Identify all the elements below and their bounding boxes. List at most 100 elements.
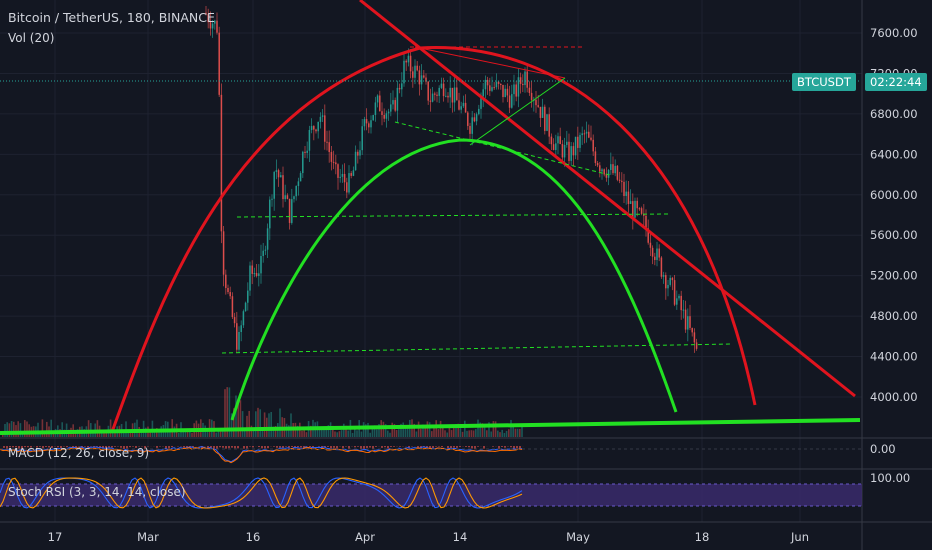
candle-body <box>689 316 691 328</box>
macd-histogram-bar <box>447 446 449 448</box>
candle-body <box>275 170 278 172</box>
symbol-tag: BTCUSDT <box>792 73 856 91</box>
macd-histogram-bar <box>231 446 233 448</box>
volume-bar <box>259 409 261 437</box>
candle-body <box>526 71 528 88</box>
candle-body <box>407 55 410 63</box>
volume-label[interactable]: Vol (20) <box>8 31 55 45</box>
candle-body <box>225 274 227 288</box>
candle-body <box>262 250 264 256</box>
volume-bar <box>437 429 440 437</box>
candle-body <box>682 309 685 311</box>
macd-histogram-bar <box>228 446 230 449</box>
volume-bar <box>215 432 217 437</box>
candle-body <box>491 87 493 91</box>
time-tick-label: 17 <box>48 530 63 544</box>
macd-histogram-bar <box>423 446 425 447</box>
candle-body <box>612 164 614 174</box>
macd-histogram-bar <box>357 446 359 447</box>
macd-histogram-bar <box>468 446 470 448</box>
volume-bar <box>169 429 171 437</box>
volume-bar <box>510 419 512 437</box>
macd-histogram-bar <box>471 446 473 449</box>
candle-body <box>623 181 625 196</box>
time-tick-label: 14 <box>453 530 468 544</box>
volume-bar <box>461 431 464 437</box>
volume-bar <box>184 429 187 437</box>
macd-histogram-bar <box>441 446 443 447</box>
candle-body <box>654 256 656 260</box>
volume-bar <box>41 419 44 437</box>
volume-bar <box>435 420 437 437</box>
volume-bar <box>10 421 13 437</box>
candle-body <box>596 162 599 166</box>
macd-histogram-bar <box>84 446 86 447</box>
stoch-d-line <box>0 477 523 509</box>
macd-label[interactable]: MACD (12, 26, close, 9) <box>8 446 150 460</box>
candles <box>205 5 698 353</box>
green-dashed-3 <box>221 343 731 354</box>
macd-histogram-bar <box>102 446 104 449</box>
volume-bar <box>340 430 343 437</box>
macd-histogram-bar <box>21 446 23 449</box>
candle-body <box>211 23 214 29</box>
candle-body <box>264 249 267 251</box>
candle-body <box>539 106 542 118</box>
volume-bar <box>376 429 378 437</box>
candle-body <box>473 117 476 122</box>
candle-body <box>605 174 608 178</box>
candle-body <box>332 161 335 163</box>
candle-body <box>216 20 218 33</box>
volume-bar <box>457 423 459 437</box>
volume-bar <box>382 421 385 437</box>
volume-bar <box>360 431 363 437</box>
stoch-label[interactable]: Stoch RSI (3, 3, 14, 14, close) <box>8 485 186 499</box>
volume-bar <box>334 431 336 437</box>
candle-body <box>335 162 337 165</box>
candle-body <box>354 151 357 171</box>
macd-histogram-bar <box>363 446 365 449</box>
candle-body <box>434 93 436 95</box>
macd-histogram-bar <box>348 446 350 449</box>
candle-body <box>645 215 647 229</box>
macd-histogram-bar <box>381 446 383 448</box>
candle-body <box>594 151 597 163</box>
macd-histogram-bar <box>360 446 362 449</box>
candle-body <box>385 113 388 119</box>
candle-body <box>273 171 275 199</box>
macd-histogram-bar <box>114 446 116 447</box>
macd-histogram-bar <box>336 446 338 449</box>
price-tick-label: 7600.00 <box>870 26 918 40</box>
macd-histogram-bar <box>498 446 500 449</box>
volume-bar <box>272 426 275 437</box>
candle-body <box>585 131 588 134</box>
macd-histogram-bar <box>105 446 107 449</box>
candle-body <box>214 20 216 24</box>
volume-bar <box>404 424 407 437</box>
candle-body <box>552 144 555 150</box>
candle-body <box>667 284 669 289</box>
candle-body <box>398 87 401 90</box>
volume-bar <box>479 422 481 437</box>
candle-body <box>427 81 429 101</box>
time-axis: 17 Mar 16 Apr 14 May 18 Jun <box>48 530 809 544</box>
candle-body <box>656 248 658 260</box>
chart-grid <box>0 0 862 522</box>
price-tick-label: 6800.00 <box>870 107 918 121</box>
candle-body <box>337 164 339 178</box>
volume-bar <box>305 432 308 437</box>
volume-bar <box>490 431 492 437</box>
candle-body <box>618 179 621 181</box>
macd-histogram-bar <box>222 446 224 448</box>
macd-histogram-bar <box>207 446 209 449</box>
volume-bar <box>24 420 26 437</box>
candle-body <box>449 87 451 98</box>
macd-histogram-bar <box>393 446 395 447</box>
volume-bar <box>149 429 151 437</box>
candle-body <box>515 84 517 97</box>
candle-body <box>383 114 385 119</box>
volume-bar <box>6 422 8 437</box>
macd-histogram-bar <box>384 446 386 448</box>
symbol-title[interactable]: Bitcoin / TetherUS, 180, BINANCE <box>8 10 215 25</box>
volume-bar <box>127 432 129 437</box>
